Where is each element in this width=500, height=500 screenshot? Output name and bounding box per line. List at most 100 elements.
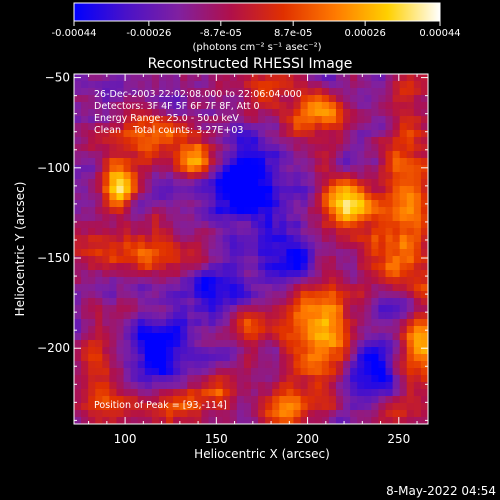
heatmap-cell xyxy=(102,179,110,187)
heatmap-cell xyxy=(180,382,188,390)
heatmap-cell xyxy=(137,340,146,348)
heatmap-cell xyxy=(151,291,160,299)
heatmap-cell xyxy=(399,319,408,327)
heatmap-cell xyxy=(413,158,422,166)
heatmap-cell xyxy=(194,95,203,103)
heatmap-cell xyxy=(406,277,415,285)
heatmap-cell xyxy=(243,179,252,187)
heatmap-cell xyxy=(335,312,344,320)
heatmap-cell xyxy=(208,179,217,187)
heatmap-cell xyxy=(243,109,252,117)
heatmap-cell xyxy=(335,95,344,103)
heatmap-cell xyxy=(123,249,132,257)
heatmap-cell xyxy=(385,375,394,383)
heatmap-cell xyxy=(279,109,287,117)
heatmap-cell xyxy=(173,326,181,334)
heatmap-cell xyxy=(328,207,337,215)
heatmap-cell xyxy=(279,102,287,110)
heatmap-cell xyxy=(151,361,160,369)
heatmap-cell xyxy=(420,263,428,271)
heatmap-cell xyxy=(215,417,224,424)
heatmap-cell xyxy=(371,116,380,124)
heatmap-cell xyxy=(208,235,217,243)
heatmap-cell xyxy=(130,137,139,145)
heatmap-cell xyxy=(265,347,273,355)
heatmap-cell xyxy=(158,144,167,152)
heatmap-cell xyxy=(321,319,330,327)
heatmap-cell xyxy=(74,417,82,424)
heatmap-cell xyxy=(385,298,394,306)
heatmap-cell xyxy=(81,396,89,404)
heatmap-cell xyxy=(272,340,280,348)
heatmap-cell xyxy=(222,396,231,404)
heatmap-cell xyxy=(215,396,224,404)
heatmap-cell xyxy=(130,221,139,229)
heatmap-cell xyxy=(208,410,217,418)
heatmap-cell xyxy=(406,81,415,89)
heatmap-cell xyxy=(95,172,103,180)
heatmap-cell xyxy=(328,186,337,194)
heatmap-cell xyxy=(307,186,316,194)
heatmap-cell xyxy=(229,242,238,250)
heatmap-cell xyxy=(215,284,224,292)
heatmap-cell xyxy=(215,158,224,166)
heatmap-cell xyxy=(215,130,224,138)
heatmap-cell xyxy=(243,249,252,257)
heatmap-cell xyxy=(130,277,139,285)
heatmap-cell xyxy=(236,340,245,348)
heatmap-cell xyxy=(180,319,188,327)
heatmap-cell xyxy=(385,382,394,390)
heatmap-cell xyxy=(194,347,203,355)
heatmap-cell xyxy=(166,256,174,264)
heatmap-cell xyxy=(413,340,422,348)
heatmap-cell xyxy=(265,186,273,194)
colorbar-tick-label: -0.00044 xyxy=(52,28,97,39)
heatmap-cell xyxy=(399,410,408,418)
heatmap-cell xyxy=(378,95,387,103)
heatmap-cell xyxy=(258,277,266,285)
heatmap-cell xyxy=(364,193,372,201)
heatmap-cell xyxy=(272,389,280,397)
heatmap-cell xyxy=(357,284,365,292)
heatmap-cell xyxy=(158,130,167,138)
heatmap-cell xyxy=(137,109,146,117)
heatmap-cell xyxy=(364,74,372,82)
heatmap-cell xyxy=(243,263,252,271)
heatmap-cell xyxy=(392,130,401,138)
heatmap-cell xyxy=(144,298,153,306)
heatmap-cell xyxy=(371,347,380,355)
heatmap-cell xyxy=(208,389,217,397)
heatmap-cell xyxy=(272,375,280,383)
heatmap-cell xyxy=(378,123,387,131)
heatmap-cell xyxy=(371,74,380,82)
heatmap-cell xyxy=(229,214,238,222)
heatmap-cell xyxy=(166,88,174,96)
heatmap-cell xyxy=(385,291,394,299)
heatmap-cell xyxy=(222,284,231,292)
heatmap-cell xyxy=(81,214,89,222)
heatmap-cell xyxy=(307,305,316,313)
heatmap-cell xyxy=(307,319,316,327)
heatmap-cell xyxy=(279,347,287,355)
heatmap-cell xyxy=(392,88,401,96)
heatmap-cell xyxy=(272,319,280,327)
heatmap-cell xyxy=(357,410,365,418)
heatmap-cell xyxy=(343,403,351,411)
heatmap-cell xyxy=(137,354,146,362)
heatmap-cell xyxy=(243,312,252,320)
heatmap-cell xyxy=(243,158,252,166)
heatmap-cell xyxy=(187,95,195,103)
heatmap-cell xyxy=(187,235,195,243)
heatmap-cell xyxy=(109,312,118,320)
heatmap-cell xyxy=(151,193,160,201)
heatmap-cell xyxy=(88,347,96,355)
heatmap-cell xyxy=(229,312,238,320)
heatmap-cell xyxy=(286,298,295,306)
heatmap-cell xyxy=(144,368,153,376)
heatmap-cell xyxy=(222,270,231,278)
heatmap-cell xyxy=(74,235,82,243)
heatmap-cell xyxy=(378,270,387,278)
heatmap-cell xyxy=(74,242,82,250)
heatmap-cell xyxy=(392,410,401,418)
heatmap-cell xyxy=(357,319,365,327)
